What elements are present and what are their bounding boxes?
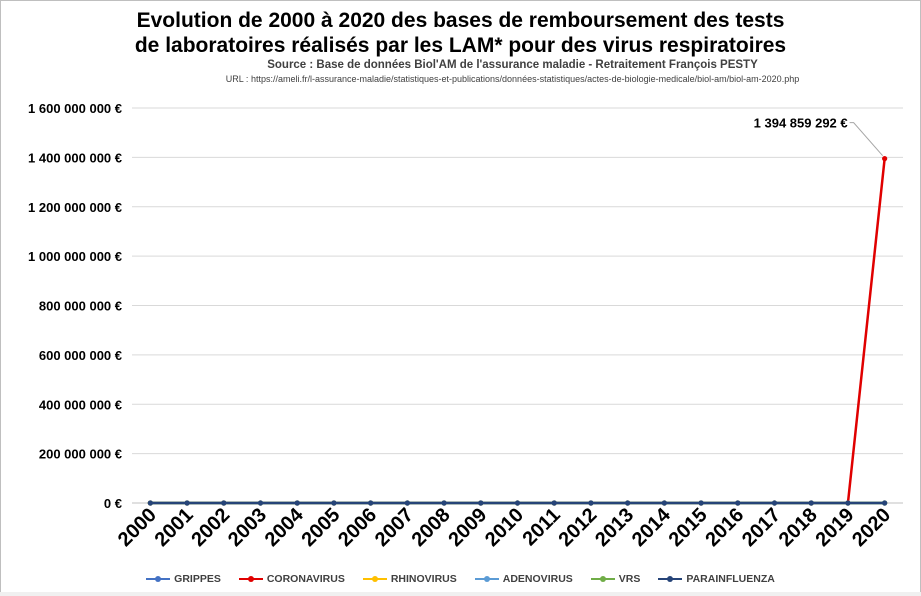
legend-swatch: [238, 573, 263, 585]
y-tick-label: 1 600 000 000 €: [28, 101, 122, 116]
data-label: 1 394 859 292 €: [754, 116, 848, 131]
y-tick-label: 0 €: [104, 496, 122, 511]
legend-swatch: [474, 573, 499, 585]
x-tick-label: 2015: [665, 504, 712, 551]
data-point: [404, 500, 410, 506]
y-tick-label: 400 000 000 €: [39, 397, 122, 412]
x-tick-label: 2004: [261, 503, 309, 551]
x-tick-label: 2007: [371, 504, 418, 551]
x-tick-label: 2017: [738, 504, 785, 551]
data-point: [478, 500, 484, 506]
y-tick-label: 1 400 000 000 €: [28, 150, 122, 165]
chart-url: URL : https://ameli.fr/l-assurance-malad…: [225, 74, 800, 84]
x-tick-label: 2012: [554, 504, 601, 551]
legend-item: VRS: [590, 573, 641, 585]
legend-swatch-marker: [483, 576, 490, 582]
legend-label: RHINOVIRUS: [390, 573, 457, 585]
data-point: [147, 500, 153, 506]
legend-swatch-marker: [667, 576, 674, 582]
x-tick-label: 2006: [334, 504, 381, 551]
y-tick-label: 800 000 000 €: [39, 299, 122, 314]
legend-label: ADENOVIRUS: [502, 573, 573, 585]
data-point: [771, 500, 778, 506]
data-point: [514, 500, 521, 506]
legend-swatch-marker: [371, 576, 378, 582]
legend-label: GRIPPES: [174, 573, 221, 585]
legend-swatch: [146, 573, 171, 585]
chart-title-line-1: Evolution de 2000 à 2020 des bases de re…: [136, 9, 785, 32]
data-point: [221, 500, 227, 506]
data-point: [441, 500, 447, 506]
legend-swatch-marker: [247, 576, 254, 582]
x-tick-label: 2003: [224, 504, 271, 551]
legend-item: ADENOVIRUS: [474, 573, 573, 585]
data-point: [184, 500, 190, 506]
legend-item: RHINOVIRUS: [362, 573, 457, 585]
x-tick-label: 2010: [481, 504, 528, 551]
chart-title: Evolution de 2000 à 2020 des bases de re…: [0, 8, 921, 58]
chart-legend: GRIPPES CORONAVIRUS RHINOVIRUS ADENOVIRUS VR…: [0, 573, 921, 585]
data-point: [294, 500, 300, 506]
x-tick-label: 2018: [775, 504, 822, 551]
x-tick-label: 2002: [187, 504, 234, 551]
x-tick-label: 2014: [628, 503, 676, 551]
legend-label: CORONAVIRUS: [266, 573, 345, 585]
legend-swatch: [658, 573, 683, 585]
legend-swatch: [590, 573, 615, 585]
legend-label: PARAINFLUENZA: [686, 573, 775, 585]
series-line: [150, 158, 886, 505]
x-tick-label: 2001: [151, 504, 198, 551]
chart-title-line-2: de laboratoires réalisés par les LAM* po…: [134, 34, 787, 57]
chart-source: Source : Base de données Biol'AM de l'as…: [267, 59, 758, 71]
data-point: [625, 500, 631, 506]
x-tick-label: 2020: [848, 504, 895, 551]
y-tick-label: 1 000 000 000 €: [28, 249, 122, 264]
y-tick-label: 200 000 000 €: [39, 447, 122, 462]
legend-label: VRS: [618, 573, 641, 585]
legend-item: PARAINFLUENZA: [658, 573, 775, 585]
data-point: [661, 500, 667, 506]
x-tick-label: 2016: [701, 504, 748, 551]
data-point: [882, 156, 888, 162]
legend-swatch-marker: [155, 576, 162, 582]
data-point: [698, 500, 704, 506]
x-tick-label: 2000: [114, 504, 161, 551]
data-point: [808, 500, 814, 506]
data-point: [257, 500, 264, 506]
x-tick-label: 2019: [811, 504, 858, 551]
y-tick-label: 1 200 000 000 €: [28, 200, 122, 215]
data-point: [882, 500, 888, 506]
data-label-leader: [849, 122, 884, 156]
legend-item: CORONAVIRUS: [238, 573, 345, 585]
x-tick-label: 2005: [297, 504, 344, 551]
legend-swatch: [362, 573, 387, 585]
legend-swatch-marker: [599, 576, 606, 582]
x-tick-label: 2009: [444, 504, 491, 551]
legend-item: GRIPPES: [146, 573, 221, 585]
data-point: [735, 500, 741, 506]
x-tick-label: 2008: [408, 504, 455, 551]
y-tick-label: 600 000 000 €: [39, 348, 122, 363]
x-tick-label: 2013: [591, 504, 638, 551]
x-tick-label: 2011: [519, 504, 565, 550]
data-point: [551, 500, 557, 506]
data-point: [331, 500, 337, 506]
data-point: [845, 500, 851, 506]
data-point: [368, 500, 374, 506]
bottom-strip: [0, 592, 921, 596]
data-point: [588, 500, 594, 506]
